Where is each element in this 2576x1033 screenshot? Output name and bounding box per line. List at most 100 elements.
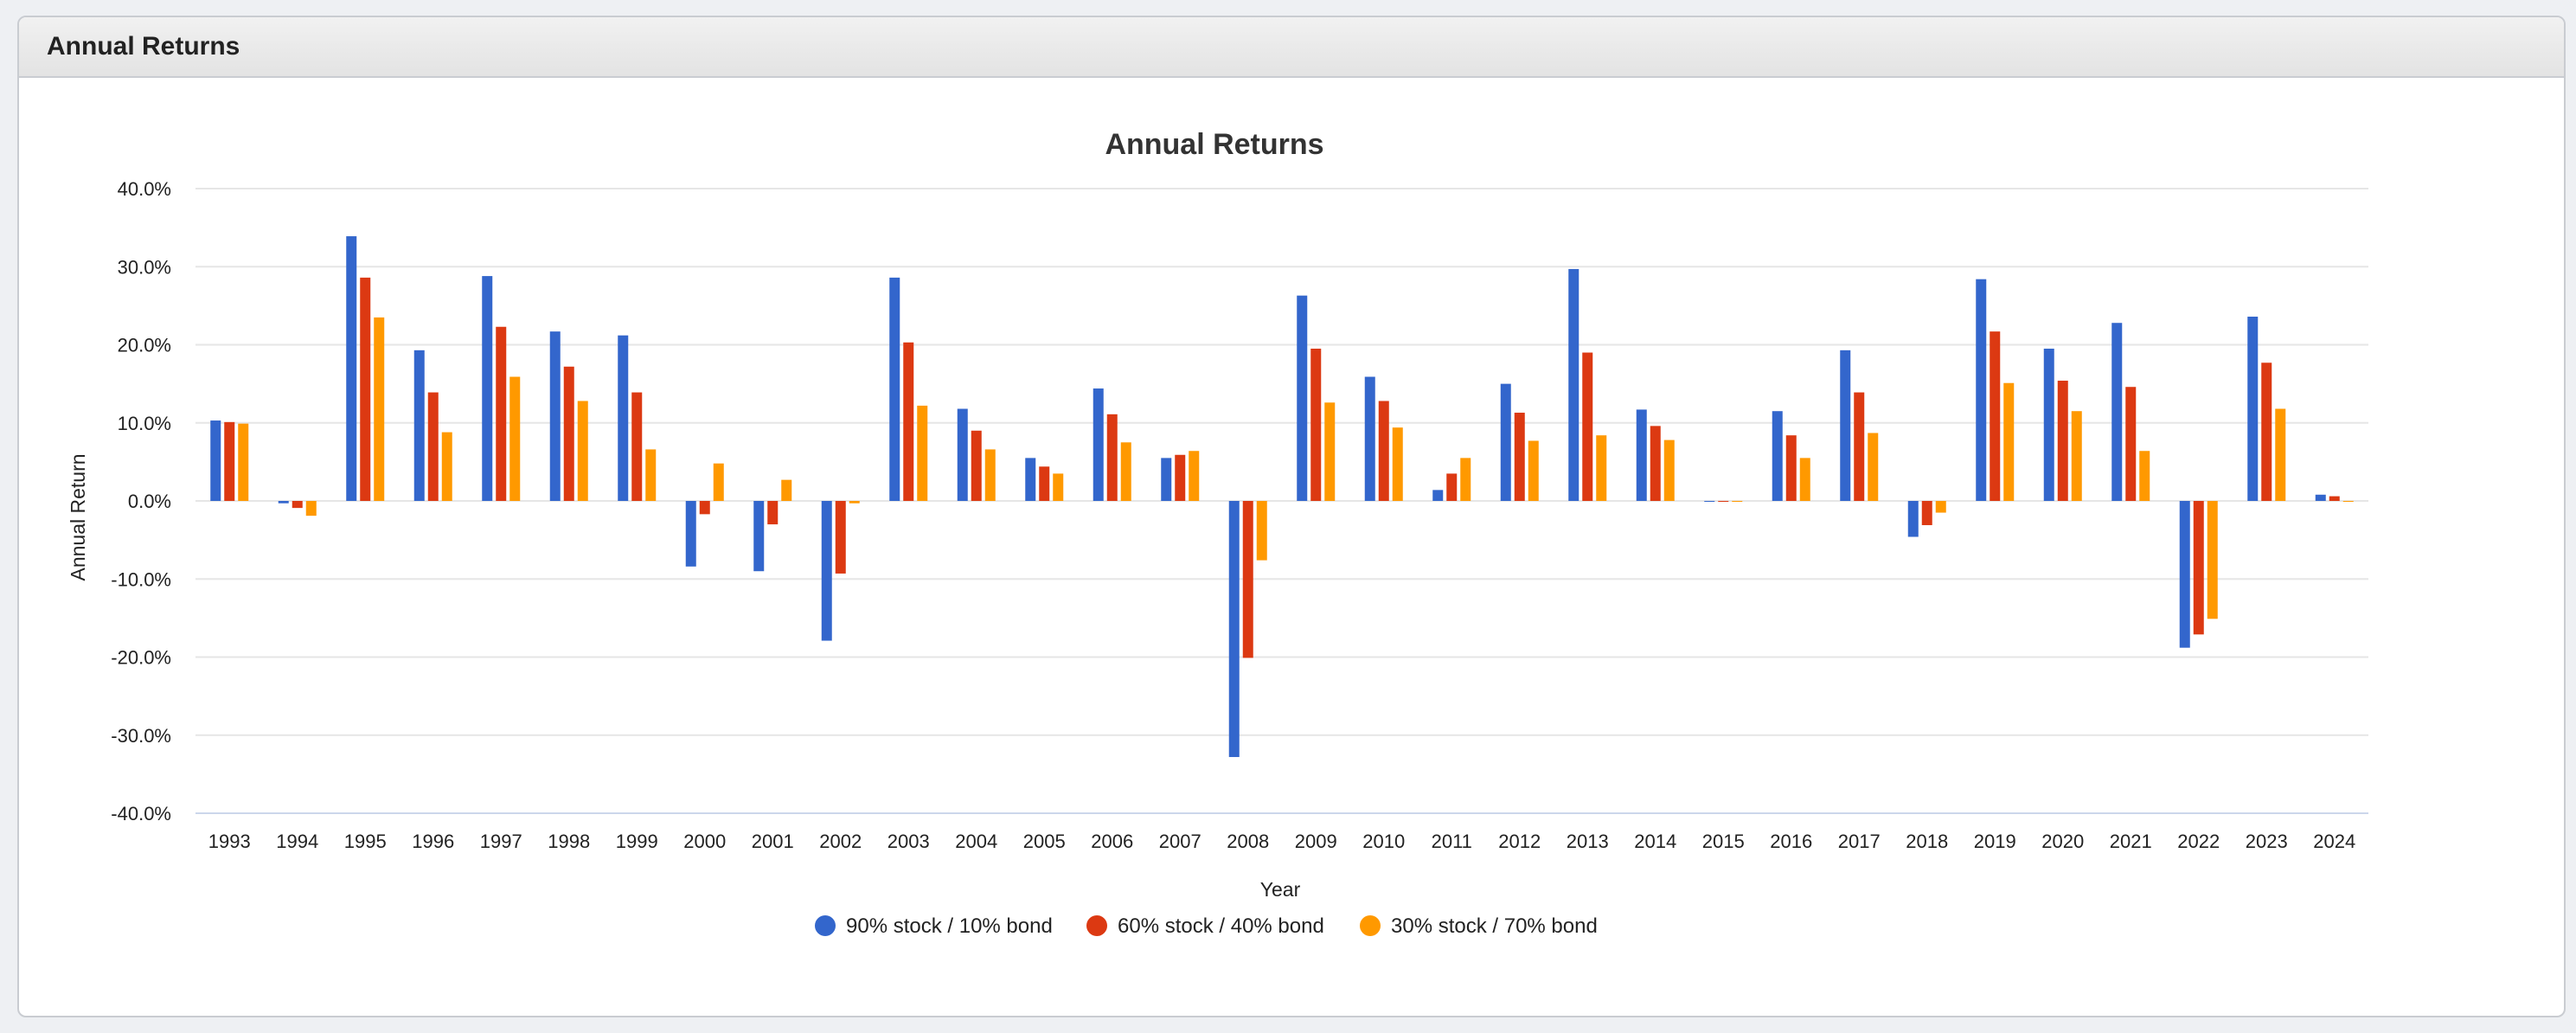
bar[interactable] (767, 501, 779, 525)
legend-label[interactable]: 90% stock / 10% bond (846, 914, 1053, 938)
bar[interactable] (549, 331, 561, 501)
bar[interactable] (1432, 490, 1444, 501)
bar[interactable] (1039, 466, 1050, 501)
bar[interactable] (210, 420, 221, 501)
bar[interactable] (1990, 331, 2001, 501)
bar[interactable] (360, 277, 371, 501)
bar[interactable] (278, 501, 289, 504)
bar[interactable] (482, 276, 493, 501)
bar[interactable] (1799, 458, 1810, 501)
legend-label[interactable]: 30% stock / 70% bond (1391, 914, 1598, 938)
bar[interactable] (563, 366, 574, 501)
bar[interactable] (631, 392, 643, 501)
bar[interactable] (2342, 501, 2354, 502)
bar[interactable] (957, 408, 968, 501)
bar[interactable] (2003, 382, 2015, 501)
bar[interactable] (645, 449, 657, 501)
bar[interactable] (1297, 295, 1308, 501)
bar[interactable] (2275, 408, 2286, 501)
bar[interactable] (1663, 440, 1675, 501)
bar[interactable] (427, 392, 439, 501)
bar[interactable] (984, 449, 996, 501)
bar[interactable] (971, 430, 982, 501)
bar[interactable] (699, 501, 710, 515)
bar[interactable] (1310, 349, 1322, 501)
bar[interactable] (2057, 381, 2068, 501)
bar[interactable] (238, 423, 249, 501)
bar[interactable] (1704, 501, 1715, 502)
bar[interactable] (441, 432, 452, 501)
bar[interactable] (685, 501, 696, 567)
bar[interactable] (374, 317, 385, 501)
bar[interactable] (1106, 414, 1118, 501)
bar[interactable] (1718, 501, 1729, 502)
bar[interactable] (2193, 501, 2204, 635)
bar[interactable] (1907, 501, 1919, 537)
bar[interactable] (509, 376, 521, 501)
bar[interactable] (1935, 501, 1946, 513)
bar[interactable] (1868, 433, 1879, 501)
bar[interactable] (305, 501, 317, 516)
bar[interactable] (1120, 442, 1131, 501)
bar[interactable] (413, 350, 425, 501)
legend-marker[interactable] (1360, 915, 1381, 936)
bar[interactable] (2043, 349, 2054, 501)
bar[interactable] (1053, 473, 1064, 501)
bar[interactable] (1528, 440, 1539, 501)
bar[interactable] (1785, 435, 1797, 501)
bar[interactable] (1568, 268, 1580, 501)
bar[interactable] (1732, 501, 1743, 502)
bar[interactable] (292, 501, 303, 509)
bar[interactable] (224, 421, 235, 501)
bar[interactable] (1324, 402, 1336, 501)
bar[interactable] (1364, 376, 1375, 501)
bar[interactable] (1189, 451, 1200, 501)
bar[interactable] (1446, 473, 1458, 501)
bar[interactable] (917, 405, 928, 501)
bar[interactable] (1840, 350, 1851, 501)
bar[interactable] (1921, 501, 1932, 525)
bar[interactable] (835, 501, 846, 574)
bar[interactable] (1175, 454, 1186, 501)
bar[interactable] (1392, 427, 1403, 501)
bar[interactable] (1596, 435, 1607, 501)
bar[interactable] (2329, 496, 2340, 501)
bar[interactable] (2315, 494, 2326, 501)
bar[interactable] (2111, 323, 2123, 501)
bar[interactable] (849, 501, 860, 504)
bar[interactable] (2179, 501, 2190, 648)
bar[interactable] (753, 501, 765, 572)
bar[interactable] (618, 335, 629, 501)
bar[interactable] (1161, 458, 1172, 501)
bar[interactable] (1582, 352, 1593, 501)
bar[interactable] (2207, 501, 2218, 619)
bar[interactable] (1025, 458, 1036, 501)
bar[interactable] (1460, 458, 1471, 501)
bar[interactable] (1242, 501, 1253, 658)
bar[interactable] (1228, 501, 1240, 758)
bar[interactable] (821, 501, 832, 641)
bar[interactable] (1378, 401, 1389, 501)
bar[interactable] (2139, 451, 2150, 501)
bar[interactable] (496, 326, 507, 501)
bar[interactable] (2247, 317, 2259, 501)
legend-marker[interactable] (1086, 915, 1107, 936)
bar[interactable] (781, 479, 792, 501)
legend-marker[interactable] (815, 915, 836, 936)
bar[interactable] (1514, 413, 1525, 501)
bar[interactable] (1976, 279, 1987, 501)
bar[interactable] (903, 342, 914, 501)
bar[interactable] (2071, 411, 2082, 501)
bar[interactable] (1093, 388, 1104, 501)
bar[interactable] (2261, 363, 2272, 501)
bar[interactable] (1650, 426, 1661, 501)
bar[interactable] (346, 236, 357, 501)
bar[interactable] (1854, 392, 1865, 501)
bar[interactable] (1636, 409, 1647, 501)
bar[interactable] (889, 277, 900, 501)
bar[interactable] (577, 401, 588, 501)
bar[interactable] (1256, 501, 1267, 561)
legend-label[interactable]: 60% stock / 40% bond (1118, 914, 1324, 938)
bar[interactable] (1500, 383, 1511, 501)
bar[interactable] (713, 463, 724, 501)
